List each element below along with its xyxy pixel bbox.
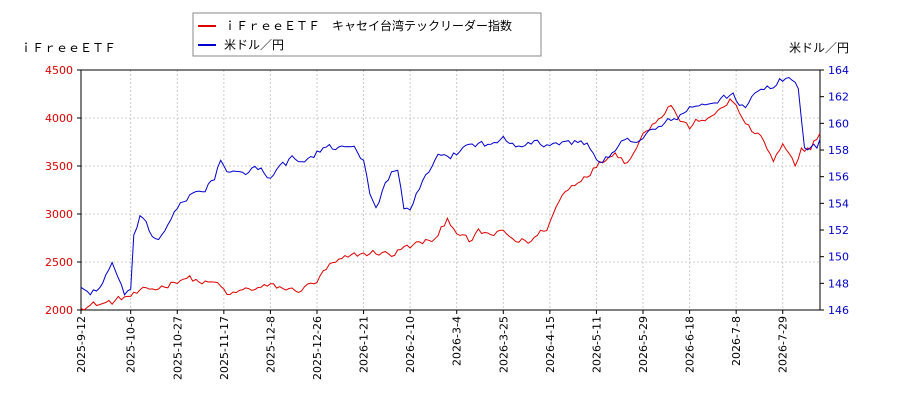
left-tick-label: 4500: [45, 64, 73, 77]
x-tick-label: 2025-10-6: [125, 316, 138, 373]
x-tick-label: 2025-12-26: [311, 316, 324, 380]
legend: ｉＦｒｅｅＥＴＦ キャセイ台湾テックリーダー指数 米ドル／円: [192, 12, 542, 57]
plot-frame: [80, 69, 821, 311]
x-tick-label: 2026-3-4: [451, 316, 464, 366]
right-tick-label: 146: [828, 304, 849, 317]
right-axis-label: 米ドル／円: [789, 41, 849, 55]
x-tick-label: 2026-2-10: [404, 316, 417, 373]
right-tick-label: 164: [828, 64, 849, 77]
right-tick-label: 150: [828, 251, 849, 264]
right-tick-label: 158: [828, 144, 849, 157]
x-tick-label: 2026-6-18: [684, 316, 697, 373]
x-tick-label: 2026-5-11: [590, 316, 603, 373]
x-tick-label: 2026-7-8: [730, 316, 743, 366]
left-tick-label: 2500: [45, 256, 73, 269]
x-tick-label: 2026-7-29: [777, 316, 790, 373]
right-tick-label: 162: [828, 91, 849, 104]
legend-item-etf: ｉＦｒｅｅＥＴＦ キャセイ台湾テックリーダー指数: [224, 18, 512, 33]
x-axis-ticks: 2025-9-12 2025-10-6 2025-10-27 2025-11-17 20…: [75, 310, 790, 380]
left-tick-label: 2000: [45, 304, 73, 317]
x-tick-label: 2026-1-21: [358, 316, 371, 373]
legend-box: [192, 12, 542, 57]
grid-lines: [80, 69, 820, 311]
right-tick-label: 148: [828, 277, 849, 290]
x-tick-label: 2026-3-25: [497, 316, 510, 373]
right-axis-ticks: 164 162 160 158 156 154 152 150 148 146: [820, 64, 849, 317]
x-tick-label: 2025-9-12: [75, 316, 88, 373]
left-axis-ticks: 4500 4000 3500 3000 2500 2000: [45, 64, 81, 317]
right-tick-label: 152: [828, 224, 849, 237]
series-line-0: [80, 98, 821, 311]
left-tick-label: 3000: [45, 208, 73, 221]
right-tick-label: 156: [828, 171, 849, 184]
right-tick-label: 160: [828, 117, 849, 130]
x-tick-label: 2025-12-8: [264, 316, 277, 373]
left-axis-label: ｉＦｒｅｅＥＴＦ: [20, 41, 116, 55]
series-line-1: [80, 76, 821, 296]
x-tick-label: 2026-5-29: [637, 316, 650, 373]
x-tick-label: 2025-11-17: [218, 316, 231, 380]
left-tick-label: 4000: [45, 112, 73, 125]
x-tick-label: 2026-4-15: [544, 316, 557, 373]
series-layer: [80, 76, 821, 311]
right-tick-label: 154: [828, 197, 849, 210]
legend-item-usdjpy: 米ドル／円: [224, 38, 284, 52]
x-tick-label: 2025-10-27: [171, 316, 184, 380]
left-tick-label: 3500: [45, 160, 73, 173]
